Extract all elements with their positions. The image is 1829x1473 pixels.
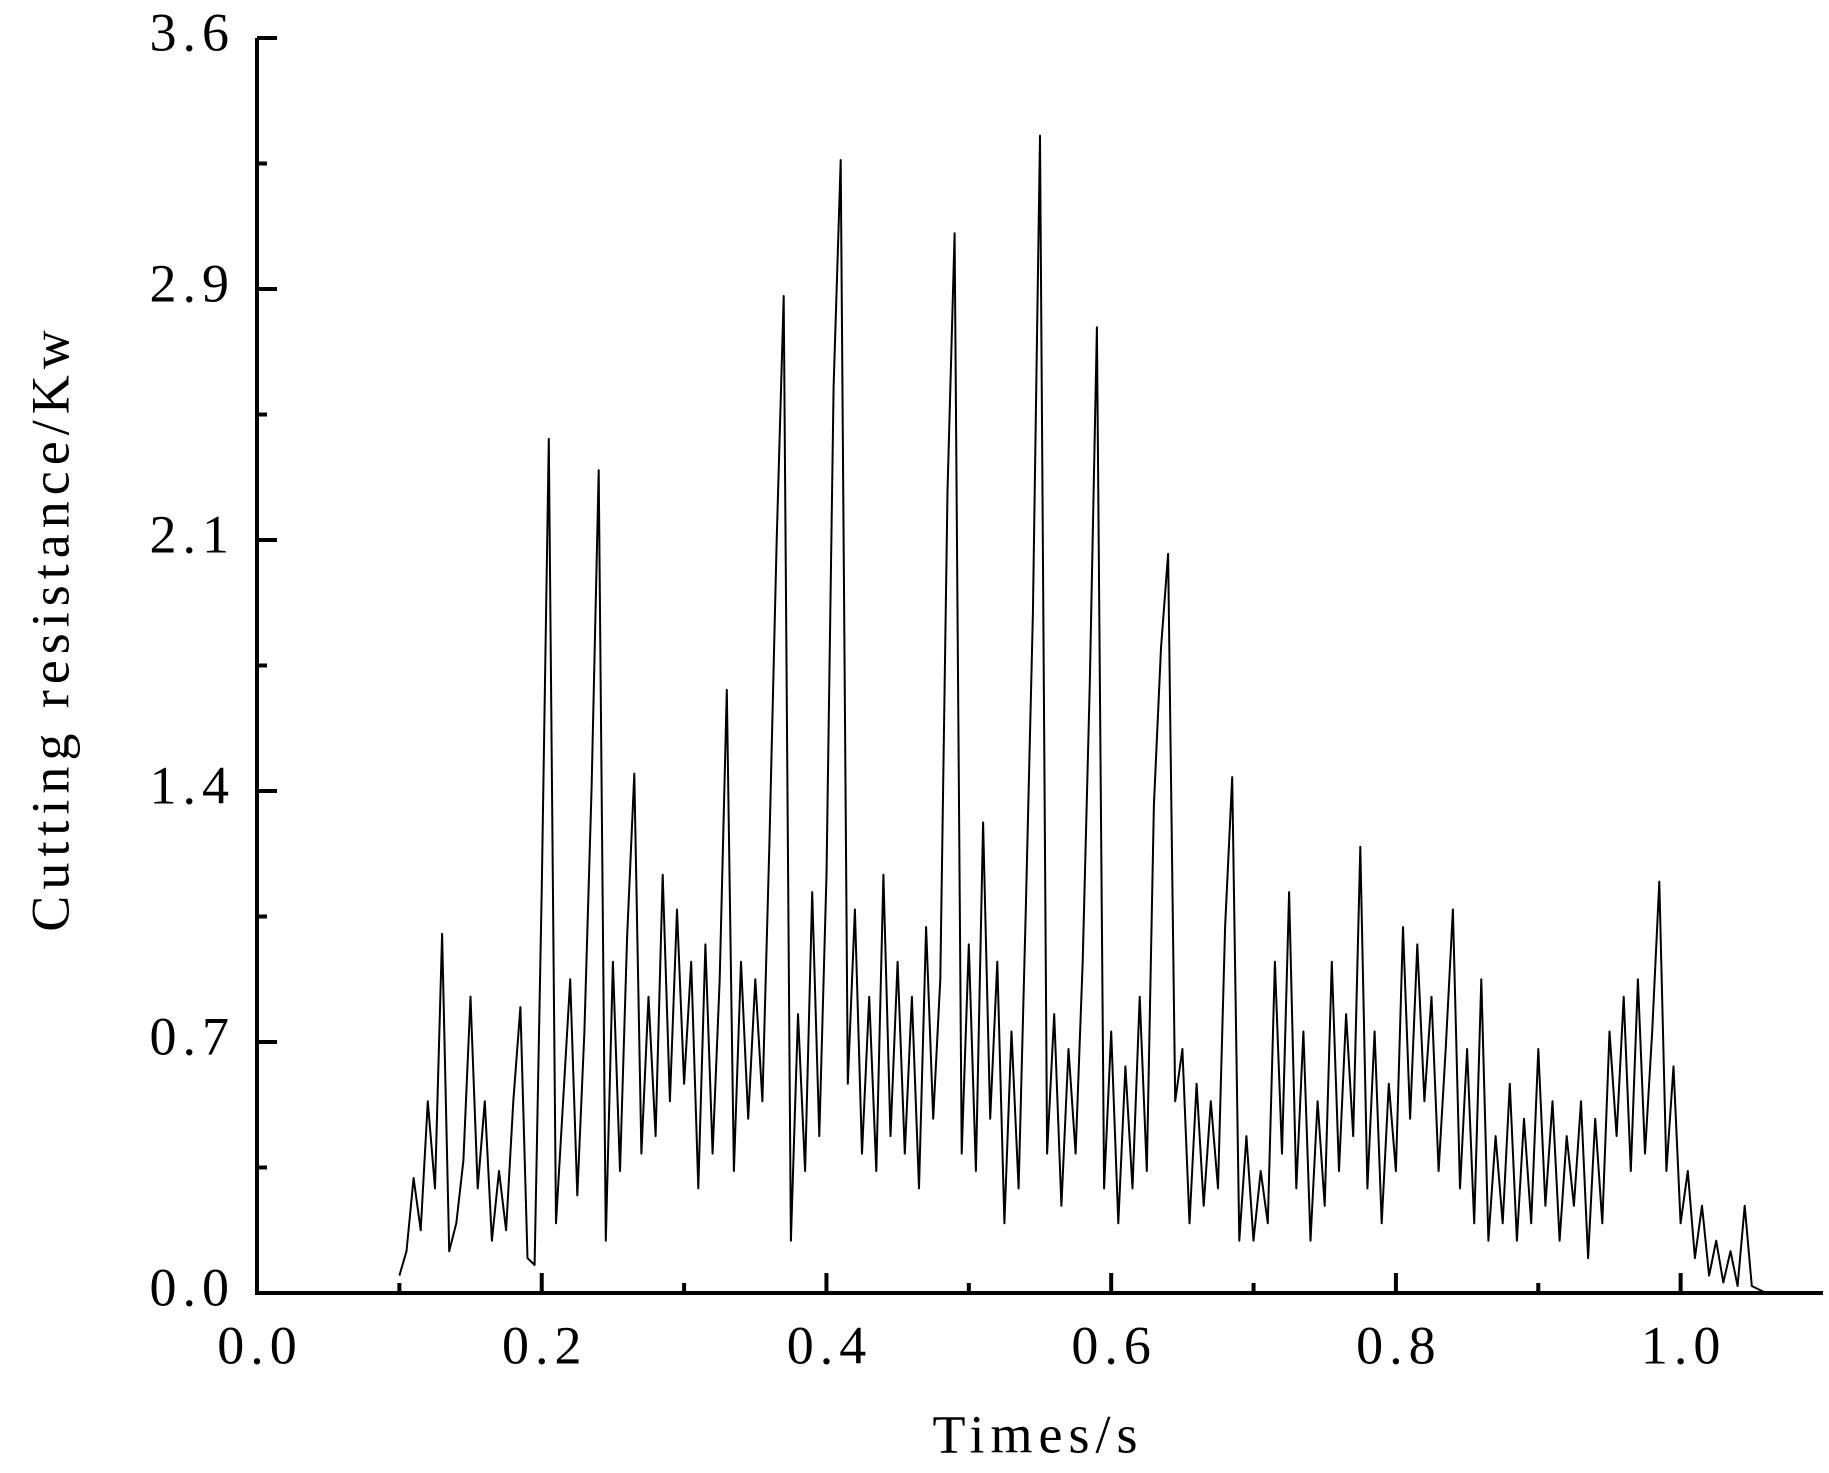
y-tick-label: 2.1 — [150, 504, 236, 564]
x-axis-label: Times/s — [932, 1404, 1143, 1464]
x-tick-label: 0.8 — [1356, 1315, 1442, 1375]
x-tick-label: 0.6 — [1071, 1315, 1157, 1375]
y-tick-label: 1.4 — [150, 755, 236, 815]
x-tick-label: 0.2 — [502, 1315, 588, 1375]
x-tick-label: 0.4 — [787, 1315, 873, 1375]
y-tick-label: 0.0 — [150, 1257, 236, 1317]
data-line — [398, 134, 1809, 1294]
y-tick-label: 3.6 — [150, 2, 236, 62]
y-tick-label: 2.9 — [150, 253, 236, 313]
x-tick-label: 1.0 — [1641, 1315, 1727, 1375]
x-tick-label: 0.0 — [217, 1315, 303, 1375]
y-axis-label: Cutting resistance/Kw — [20, 324, 80, 931]
y-tick-label: 0.7 — [150, 1006, 236, 1066]
